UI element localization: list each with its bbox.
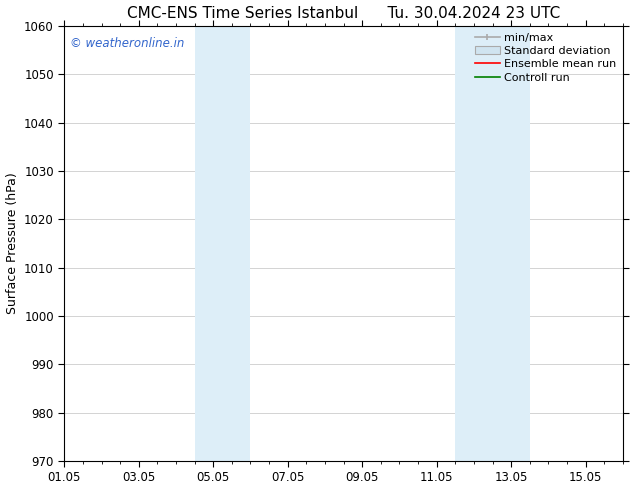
Bar [195,26,250,461]
Y-axis label: Surface Pressure (hPa): Surface Pressure (hPa) [6,172,18,314]
Bar [455,26,530,461]
Text: © weatheronline.in: © weatheronline.in [70,37,184,50]
Legend: min/max, Standard deviation, Ensemble mean run, Controll run: min/max, Standard deviation, Ensemble me… [470,28,621,87]
Title: CMC-ENS Time Series Istanbul      Tu. 30.04.2024 23 UTC: CMC-ENS Time Series Istanbul Tu. 30.04.2… [127,5,560,21]
